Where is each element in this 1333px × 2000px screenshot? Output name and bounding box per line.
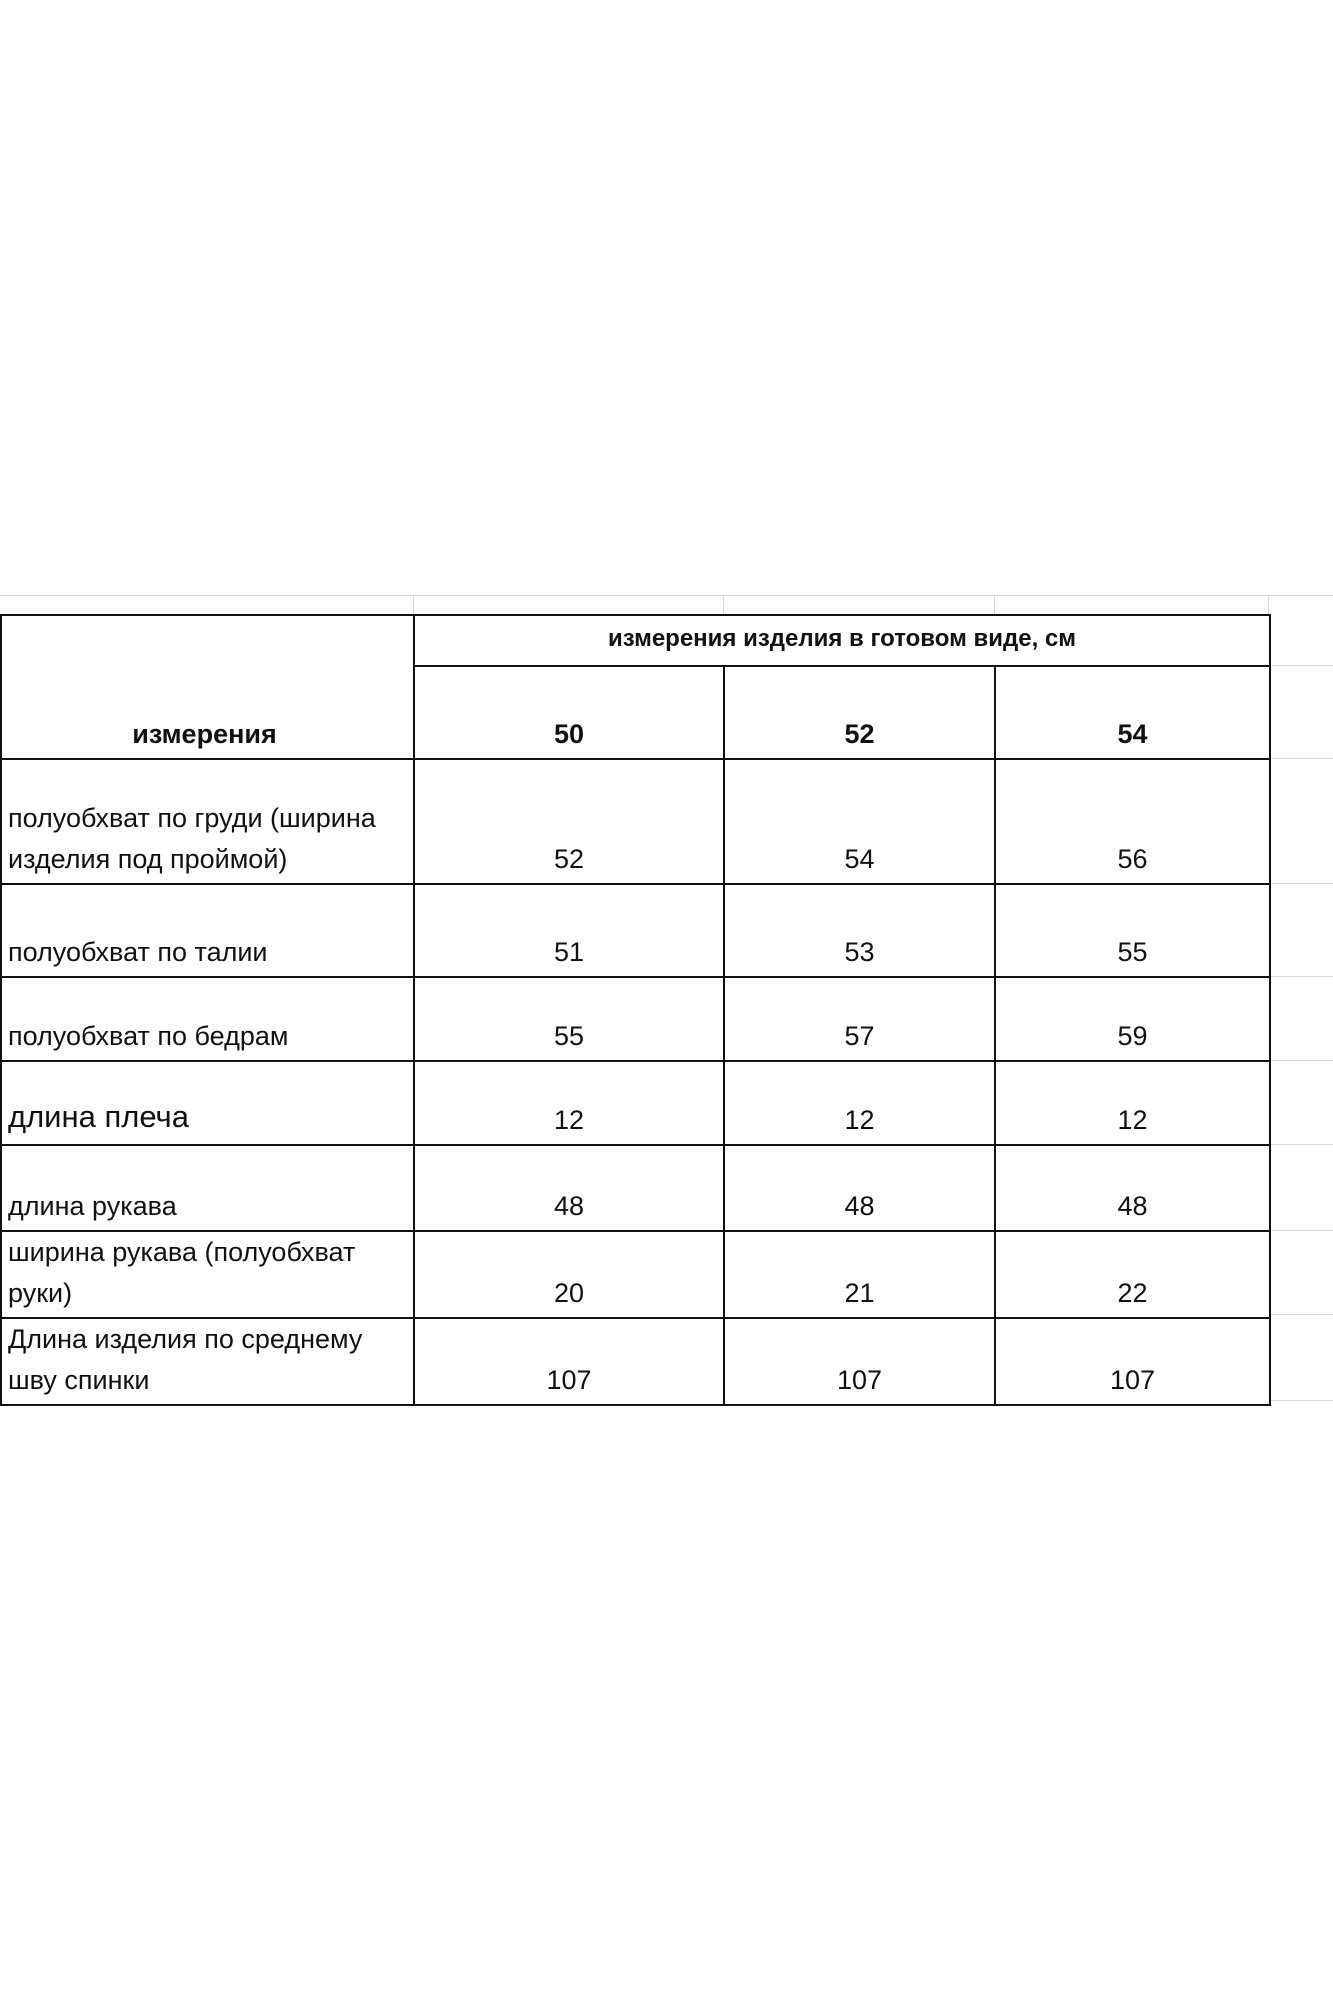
gridline <box>1269 758 1333 759</box>
value-cell: 48 <box>993 1144 1272 1232</box>
size-chart-table: измерения измерения изделия в готовом ви… <box>0 614 1272 1406</box>
value-cell: 48 <box>413 1144 725 1232</box>
value-cell: 54 <box>723 758 996 885</box>
value-cell: 12 <box>413 1060 725 1146</box>
measurement-label-cell: длина плеча <box>0 1060 415 1146</box>
value-cell: 22 <box>993 1230 1272 1319</box>
gridline <box>0 595 1333 596</box>
group-header-cell: измерения изделия в готовом виде, см <box>412 614 1272 667</box>
table-row: полуобхват по талии 51 53 55 <box>0 883 1272 978</box>
value-cell: 56 <box>993 758 1272 885</box>
size-header-cell: 52 <box>723 665 996 760</box>
gridline <box>1269 1060 1333 1061</box>
value-cell: 12 <box>993 1060 1272 1146</box>
value-cell: 107 <box>723 1317 996 1406</box>
value-cell: 12 <box>723 1060 996 1146</box>
measurement-label-cell: полуобхват по груди (ширина изделия под … <box>0 758 415 885</box>
value-cell: 52 <box>413 758 725 885</box>
measurement-label-cell: ширина рукава (полуобхват руки) <box>0 1230 415 1319</box>
value-cell: 21 <box>723 1230 996 1319</box>
measurement-label-cell: полуобхват по бедрам <box>0 976 415 1062</box>
table-row: ширина рукава (полуобхват руки) 20 21 22 <box>0 1230 1272 1319</box>
value-cell: 107 <box>413 1317 725 1406</box>
size-header-cell: 54 <box>993 665 1272 760</box>
value-cell: 59 <box>993 976 1272 1062</box>
value-cell: 48 <box>723 1144 996 1232</box>
gridline <box>1269 1400 1333 1401</box>
value-cell: 55 <box>413 976 725 1062</box>
gridline <box>723 595 724 614</box>
gridline <box>1269 1314 1333 1315</box>
value-cell: 107 <box>993 1317 1272 1406</box>
value-cell: 51 <box>413 883 725 978</box>
measurement-label-cell: полуобхват по талии <box>0 883 415 978</box>
measurement-label-cell: длина рукава <box>0 1144 415 1232</box>
value-cell: 57 <box>723 976 996 1062</box>
table-row: длина плеча 12 12 12 <box>0 1060 1272 1146</box>
value-cell: 53 <box>723 883 996 978</box>
measurement-label-cell: Длина изделия по среднему шву спинки <box>0 1317 415 1406</box>
size-header-cell: 50 <box>413 665 725 760</box>
table-row: Длина изделия по среднему шву спинки 107 1… <box>0 1317 1272 1406</box>
value-cell: 20 <box>413 1230 725 1319</box>
group-header-row: измерения измерения изделия в готовом ви… <box>0 614 1272 760</box>
row-header-cell: измерения <box>0 614 415 760</box>
table-row: длина рукава 48 48 48 <box>0 1144 1272 1232</box>
gridline <box>1269 976 1333 977</box>
size-header-row: 50 52 54 <box>1 665 1272 760</box>
value-cell: 55 <box>993 883 1272 978</box>
gridline <box>1269 1230 1333 1231</box>
gridline <box>413 595 414 614</box>
table-row: полуобхват по груди (ширина изделия под … <box>0 758 1272 885</box>
table-row: полуобхват по бедрам 55 57 59 <box>0 976 1272 1062</box>
gridline <box>994 595 995 614</box>
gridline <box>1269 665 1333 666</box>
gridline <box>1268 595 1269 614</box>
gridline <box>1269 883 1333 884</box>
gridline <box>1269 1144 1333 1145</box>
